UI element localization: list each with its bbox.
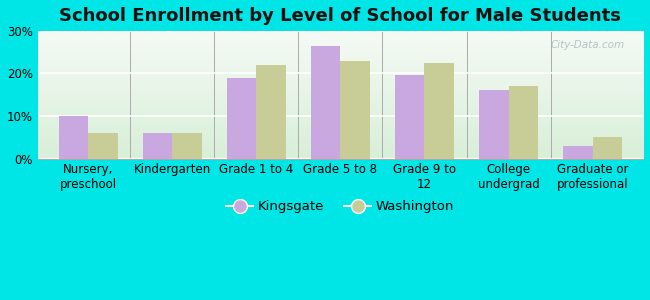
Bar	[341, 61, 370, 158]
Bar	[172, 133, 202, 158]
Bar	[143, 133, 172, 158]
Bar	[256, 65, 286, 158]
Bar	[563, 146, 593, 158]
Bar	[424, 63, 454, 158]
Bar	[395, 75, 424, 158]
Bar	[508, 86, 538, 158]
Title: School Enrollment by Level of School for Male Students: School Enrollment by Level of School for…	[60, 7, 621, 25]
Text: City-Data.com: City-Data.com	[551, 40, 625, 50]
Bar	[593, 137, 622, 158]
Legend: Kingsgate, Washington: Kingsgate, Washington	[221, 195, 460, 218]
Bar	[88, 133, 118, 158]
Bar	[227, 78, 256, 158]
Bar	[58, 116, 88, 158]
Bar	[479, 90, 508, 158]
Bar	[311, 46, 341, 158]
